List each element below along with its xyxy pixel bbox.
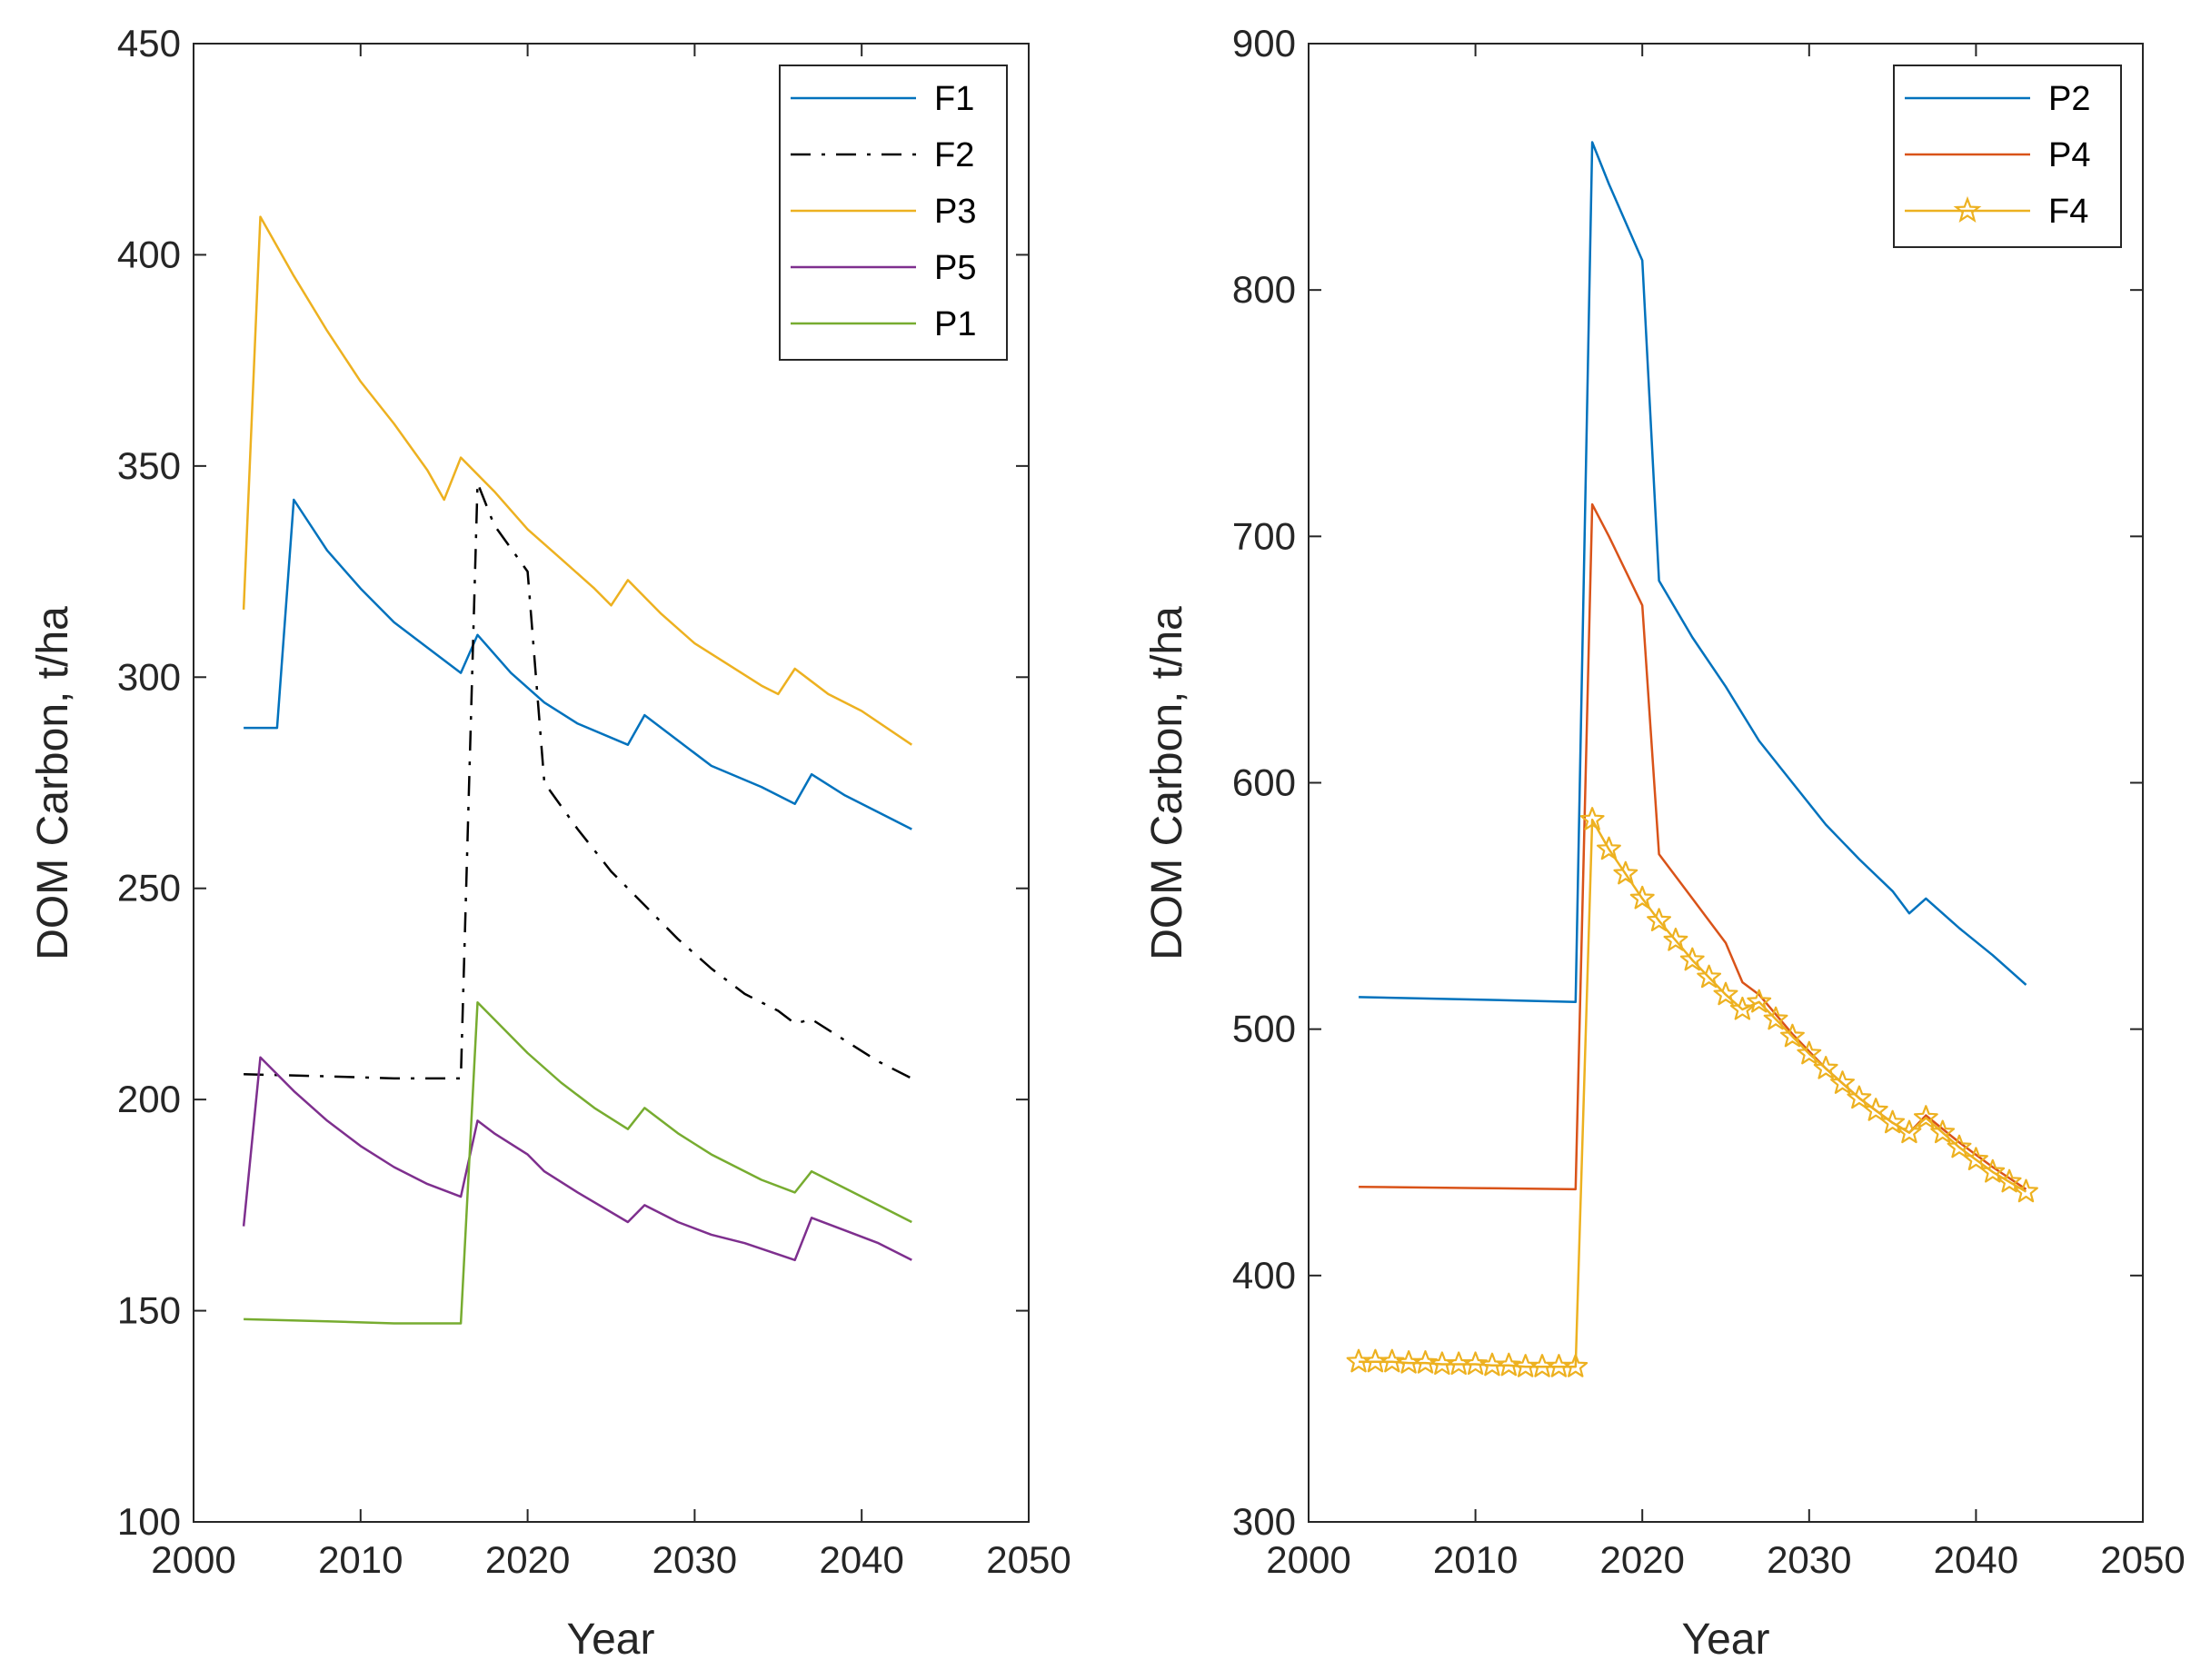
star-marker-f4 [1713,981,1738,1006]
chart-left-y-tick-label: 200 [117,1078,181,1120]
chart-left-y-tick-label: 300 [117,655,181,698]
star-marker-f4 [1613,860,1638,885]
chart-left-xlabel: Year [567,1615,655,1664]
chart-left-y-tick-label: 350 [117,444,181,487]
chart-right-plot-area [1308,43,2144,1523]
legend-label-p3: P3 [934,193,976,231]
star-marker-f4 [1897,1119,1922,1144]
chart-left-y-tick-label: 250 [117,867,181,910]
chart-left-y-tick-label: 150 [117,1289,181,1332]
legend-label-p2: P2 [2048,80,2090,118]
star-marker-f4 [1863,1098,1888,1121]
star-marker-f4 [1679,947,1705,971]
chart-left-legend: F1 F2 P3 P5 P1 [779,65,1008,361]
star-marker-f4 [1747,989,1772,1013]
star-marker-f4 [2014,1178,2038,1203]
chart-left-x-tick-label: 2020 [485,1538,570,1581]
chart-right-x-tick-label: 2010 [1433,1538,1518,1581]
chart-right: 2000 2010 2020 2030 2040 2050 300 400 500 600 700 8… [1143,22,2186,1664]
chart-left-y-tick-label: 100 [117,1500,181,1543]
chart-right-series-f4 [1346,807,2038,1377]
chart-right-y-tick-label: 800 [1232,268,1296,311]
chart-right-series-p2 [1359,141,2027,1004]
legend-star-marker [1953,195,1982,224]
legend-label-f4: F4 [2048,193,2088,231]
star-marker-f4 [1763,1006,1788,1030]
chart-left-x-tick-label: 2040 [819,1538,903,1581]
star-marker-f4 [1813,1056,1838,1079]
star-marker-f4 [1880,1109,1906,1134]
chart-left-x-tick-label: 2050 [986,1538,1071,1581]
chart-left-series-p1 [244,1000,912,1325]
star-marker-f4 [1947,1134,1972,1158]
chart-right-series-p4 [1359,502,2027,1191]
star-marker-f4 [1597,836,1621,860]
chart-right-x-tick-label: 2030 [1767,1538,1851,1581]
chart-right-y-tick-label: 400 [1232,1254,1296,1297]
star-marker-f4 [1496,1352,1521,1377]
star-marker-f4 [1647,908,1671,931]
chart-right-legend: P2 P4 F4 [1893,65,2122,248]
star-marker-f4 [1930,1119,1956,1144]
chart-left-series-p3 [242,215,912,746]
star-marker-f4 [1563,1354,1589,1377]
series-line-p4 [1359,502,2027,1191]
chart-left-ylabel: DOM Carbon, t/ha [29,606,77,960]
star-marker-f4 [1697,964,1722,989]
chart-right-y-tick-label: 300 [1232,1500,1296,1543]
star-marker-f4 [1780,1023,1805,1048]
series-line-p5 [242,1056,912,1262]
chart-right-y-tick-label: 600 [1232,761,1296,804]
star-marker-f4 [1797,1040,1822,1065]
chart-right-x-tick-label: 2050 [2100,1538,2185,1581]
series-line-p3 [242,215,912,746]
star-marker-f4 [1963,1147,1988,1170]
star-marker-f4 [1413,1350,1438,1374]
legend-label-p5: P5 [934,249,976,287]
chart-left-series-p5 [242,1056,912,1262]
legend-label-f2: F2 [934,136,974,174]
chart-right-x-tick-label: 2040 [1934,1538,2018,1581]
chart-right-y-tick-label: 500 [1232,1008,1296,1050]
chart-left-y-tick-label: 450 [117,22,181,65]
legend-label-p4: P4 [2048,136,2090,174]
chart-right-y-tick-label: 900 [1232,22,1296,65]
chart-right-xlabel: Year [1682,1615,1770,1664]
legend-label-p1: P1 [934,305,976,343]
legend-box [779,65,1008,361]
star-marker-f4 [1729,996,1755,1020]
chart-left-x-tick-label: 2010 [318,1538,403,1581]
chart-left-x-tick-label: 2030 [652,1538,737,1581]
star-marker-f4 [1663,927,1688,951]
series-line-f1 [244,498,912,830]
star-marker-f4 [1830,1070,1855,1094]
chart-left-y-tick-label: 400 [117,233,181,275]
star-marker-f4 [1913,1105,1938,1128]
star-marker-f4 [1997,1168,2022,1193]
series-line-p1 [244,1000,912,1325]
star-marker-f4 [1379,1348,1405,1373]
chart-right-x-tick-label: 2020 [1599,1538,1684,1581]
star-marker-f4 [1980,1158,2006,1183]
star-marker-f4 [1463,1351,1489,1376]
chart-right-x-tick-label: 2000 [1266,1538,1350,1581]
star-marker-f4 [1847,1085,1872,1109]
chart-left-x-tick-label: 2000 [151,1538,235,1581]
chart-right-ylabel: DOM Carbon, t/ha [1143,606,1191,960]
chart-left: 2000 2010 2020 2030 2040 2050 100 150 200 250 300 3… [29,22,1071,1664]
legend-box [1893,65,2122,248]
star-marker-f4 [1579,807,1605,830]
chart-right-y-tick-label: 700 [1232,514,1296,557]
star-marker-f4 [1629,885,1655,910]
series-line-p2 [1359,141,2027,1004]
chart-left-series-f1 [244,498,912,830]
legend-label-f1: F1 [934,80,974,118]
